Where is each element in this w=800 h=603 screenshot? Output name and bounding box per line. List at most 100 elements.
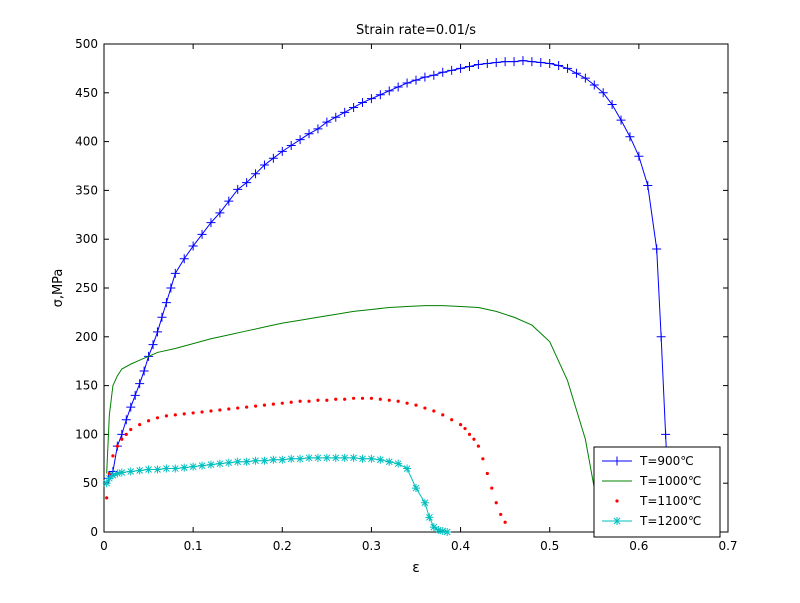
data-point-T900 xyxy=(661,429,671,439)
x-tick-label: 0.7 xyxy=(718,539,737,553)
data-point-T900 xyxy=(411,75,421,85)
legend-marker-swatch xyxy=(612,456,622,466)
y-tick-label: 200 xyxy=(75,330,98,344)
data-point-T900 xyxy=(304,129,314,139)
legend-item: T=1200℃ xyxy=(602,514,701,528)
data-point-T1100 xyxy=(146,419,151,423)
data-point-T1100 xyxy=(289,400,293,404)
y-tick-label: 100 xyxy=(75,427,98,441)
x-axis-ticks: 0 0.1 0.2 0.3 0.4 0.5 0.6 0.7 xyxy=(100,44,738,553)
data-point-T900 xyxy=(473,59,483,69)
legend-marker-swatch xyxy=(613,517,621,525)
data-point-T1200 xyxy=(296,454,305,463)
data-point-T1100 xyxy=(253,404,258,408)
data-point-T1100 xyxy=(129,427,133,432)
data-point-T1200 xyxy=(206,460,215,469)
data-point-T900 xyxy=(563,63,573,73)
data-point-T900 xyxy=(366,94,376,104)
data-point-T900 xyxy=(206,218,216,228)
y-tick-label: 500 xyxy=(75,37,98,51)
data-point-T1200 xyxy=(443,528,452,536)
data-point-T1100 xyxy=(124,432,128,436)
y-tick-label: 150 xyxy=(75,379,98,393)
series-line-T1000 xyxy=(106,305,598,503)
data-point-T1200 xyxy=(242,457,251,466)
data-point-T900 xyxy=(447,65,457,75)
data-point-T900 xyxy=(224,196,234,206)
data-point-T1200 xyxy=(117,468,126,477)
data-point-T1100 xyxy=(138,423,142,427)
x-tick-label: 0.2 xyxy=(273,539,292,553)
data-point-T1200 xyxy=(403,464,412,473)
x-tick-label: 0 xyxy=(100,539,108,553)
data-point-T1100 xyxy=(209,409,213,413)
data-point-T1100 xyxy=(307,399,311,403)
data-point-T1100 xyxy=(191,411,195,415)
data-point-T1200 xyxy=(349,453,358,462)
x-tick-label: 0.1 xyxy=(184,539,203,553)
data-point-T900 xyxy=(420,72,430,82)
data-point-T900 xyxy=(188,241,198,251)
data-point-T1100 xyxy=(494,501,498,505)
data-point-T1100 xyxy=(262,403,267,407)
data-point-T900 xyxy=(384,86,394,96)
x-tick-label: 0.5 xyxy=(540,539,559,553)
data-point-T900 xyxy=(625,132,635,142)
y-tick-label: 400 xyxy=(75,135,98,149)
data-point-T1100 xyxy=(105,496,109,500)
data-point-T1100 xyxy=(352,396,356,400)
data-point-T1200 xyxy=(305,453,314,462)
data-point-T900 xyxy=(482,59,492,69)
y-tick-label: 300 xyxy=(75,232,98,246)
data-point-T1200 xyxy=(385,457,394,466)
data-point-T900 xyxy=(148,340,158,350)
data-point-T900 xyxy=(509,57,519,67)
data-point-T900 xyxy=(277,146,287,156)
data-point-T1100 xyxy=(490,486,494,490)
data-point-T1100 xyxy=(236,406,240,410)
data-point-T900 xyxy=(121,415,131,425)
data-point-T1100 xyxy=(164,414,168,418)
data-point-T900 xyxy=(251,169,261,179)
data-point-T1200 xyxy=(102,479,111,488)
data-point-T1100 xyxy=(115,444,119,448)
data-point-T1200 xyxy=(313,453,322,462)
data-point-T1200 xyxy=(126,467,135,476)
data-point-T1100 xyxy=(218,408,222,412)
data-point-T1200 xyxy=(153,465,162,474)
data-point-T900 xyxy=(652,244,662,254)
legend-label: T=900℃ xyxy=(639,454,694,468)
y-tick-label: 0 xyxy=(90,525,98,539)
data-point-T1200 xyxy=(376,455,385,464)
data-point-T1100 xyxy=(280,401,284,405)
data-point-T1200 xyxy=(251,456,260,465)
data-point-T1100 xyxy=(458,423,463,427)
legend-label: T=1200℃ xyxy=(639,514,701,528)
data-point-T1100 xyxy=(414,403,418,407)
data-point-T1200 xyxy=(171,464,180,473)
data-point-T1200 xyxy=(412,484,420,493)
data-point-T900 xyxy=(130,390,140,400)
legend-item: T=900℃ xyxy=(602,454,694,468)
data-point-T900 xyxy=(643,181,653,191)
data-point-T900 xyxy=(259,160,269,170)
data-point-T900 xyxy=(656,332,666,342)
data-point-T900 xyxy=(598,88,608,98)
data-point-T1100 xyxy=(155,416,160,420)
data-point-T1100 xyxy=(298,399,302,403)
legend: T=900℃ T=1000℃ T=1100℃ T=1200℃ xyxy=(593,446,721,538)
legend-label: T=1000℃ xyxy=(639,474,701,488)
data-point-T1200 xyxy=(429,523,438,532)
y-axis-label: σ,MPa xyxy=(51,269,66,308)
data-point-T900 xyxy=(491,58,501,68)
data-point-T900 xyxy=(126,402,136,412)
data-point-T1200 xyxy=(394,459,403,468)
data-point-T1100 xyxy=(343,397,347,401)
data-point-T900 xyxy=(375,90,385,100)
chart-title: Strain rate=0.01/s xyxy=(356,23,476,38)
y-tick-label: 250 xyxy=(75,281,98,295)
data-point-T1200 xyxy=(162,464,171,473)
data-point-T1200 xyxy=(358,454,367,463)
data-point-T900 xyxy=(322,117,332,127)
data-point-T1100 xyxy=(463,426,467,431)
